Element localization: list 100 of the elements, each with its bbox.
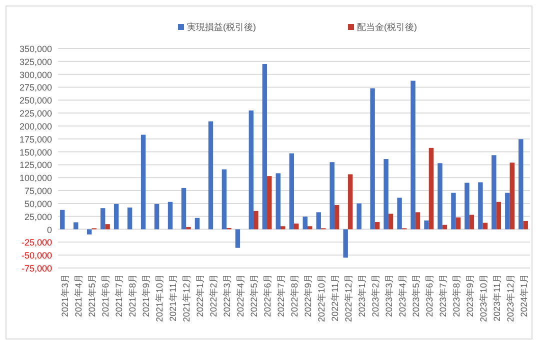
bar xyxy=(280,226,286,230)
bar xyxy=(154,204,160,230)
bar xyxy=(496,202,502,230)
x-tick-label: 2021年10月 xyxy=(154,274,165,322)
bar xyxy=(370,88,375,230)
x-tick-label: 2023年6月 xyxy=(424,274,434,318)
y-tick-label: 150,000 xyxy=(19,147,52,158)
bar xyxy=(438,163,442,230)
bar xyxy=(442,224,448,230)
x-tick-label: 2022年10月 xyxy=(316,274,326,322)
bar xyxy=(492,155,496,230)
bar xyxy=(248,110,254,230)
y-tick-label: 175,000 xyxy=(19,134,52,144)
bar xyxy=(356,203,362,230)
x-tick-label: 2023年11月 xyxy=(492,274,502,322)
y-tick-label: -50,000 xyxy=(21,250,52,261)
y-tick-label: 350,000 xyxy=(19,44,52,54)
y-tick-label: 125,000 xyxy=(19,160,52,170)
x-tick-label: 2022年12月 xyxy=(343,274,354,322)
bar xyxy=(307,226,312,230)
bar xyxy=(235,229,240,248)
x-tick-label: 2022年6月 xyxy=(262,274,273,318)
bar xyxy=(510,162,514,230)
bar xyxy=(388,214,394,230)
bar xyxy=(334,204,340,230)
bar xyxy=(186,226,191,230)
bar xyxy=(415,212,420,230)
bar xyxy=(222,169,227,230)
y-tick-label: 250,000 xyxy=(19,96,52,106)
x-tick-label: 2023年1月 xyxy=(356,274,367,318)
y-tick-label: 75,000 xyxy=(24,186,52,196)
y-tick-label: 0 xyxy=(46,224,52,235)
bar xyxy=(105,224,110,230)
bar xyxy=(276,173,281,230)
x-tick-label: 2021年4月 xyxy=(74,274,84,318)
x-tick-label: 2021年5月 xyxy=(87,274,98,318)
bar xyxy=(384,159,388,230)
bar xyxy=(168,202,173,230)
y-tick-label: 100,000 xyxy=(19,173,52,184)
x-tick-label: 2022年5月 xyxy=(249,274,260,318)
y-tick-label: -25,000 xyxy=(21,238,52,248)
x-tick-label: 2021年6月 xyxy=(100,274,111,318)
x-tick-label: 2023年8月 xyxy=(451,274,462,318)
x-tick-label: 2021年8月 xyxy=(128,274,138,318)
x-tick-label: 2022年3月 xyxy=(222,274,232,318)
x-tick-label: 2023年4月 xyxy=(397,274,408,318)
x-tick-label: 2023年10月 xyxy=(478,274,488,322)
bar xyxy=(523,221,528,230)
bar xyxy=(464,182,470,230)
y-tick-label: -75,000 xyxy=(21,264,52,274)
x-tick-label: 2023年9月 xyxy=(464,274,475,318)
bar xyxy=(302,216,308,230)
y-tick-label: 275,000 xyxy=(19,82,52,93)
y-tick-label: 50,000 xyxy=(24,198,52,209)
bar xyxy=(505,192,510,230)
legend-label: 実現損益(税引後) xyxy=(187,22,256,32)
bar xyxy=(267,176,272,230)
bar xyxy=(86,229,92,234)
bar xyxy=(456,217,461,230)
bar xyxy=(397,198,402,230)
bar xyxy=(316,212,321,230)
bar xyxy=(294,224,299,230)
bar xyxy=(330,162,334,230)
bar xyxy=(482,222,488,230)
bar xyxy=(140,134,146,230)
bar xyxy=(424,220,429,230)
bar xyxy=(410,80,416,230)
x-tick-label: 2021年9月 xyxy=(141,274,152,318)
x-tick-label: 2022年4月 xyxy=(236,274,246,318)
bar xyxy=(127,208,132,230)
legend-label: 配当金(税引後) xyxy=(357,22,417,32)
x-tick-label: 2022年1月 xyxy=(195,274,206,318)
bar xyxy=(181,188,186,230)
bar xyxy=(114,204,119,230)
x-tick-label: 2022年8月 xyxy=(290,274,300,318)
y-tick-label: 200,000 xyxy=(19,121,52,132)
bar xyxy=(262,64,268,230)
y-tick-label: 25,000 xyxy=(24,212,52,222)
y-tick-label: 225,000 xyxy=(19,108,52,119)
bar xyxy=(428,148,434,230)
x-tick-label: 2022年7月 xyxy=(276,274,286,318)
x-tick-label: 2024年1月 xyxy=(518,274,529,318)
bar xyxy=(343,229,348,258)
bar xyxy=(208,121,214,230)
x-tick-label: 2022年9月 xyxy=(302,274,313,318)
x-tick-label: 2021年12月 xyxy=(182,274,192,322)
bar xyxy=(100,208,106,230)
bar xyxy=(194,218,200,230)
x-tick-label: 2021年3月 xyxy=(60,274,70,318)
x-tick-label: 2023年5月 xyxy=(410,274,421,318)
bar xyxy=(254,210,258,230)
y-tick-label: 300,000 xyxy=(19,70,52,80)
bar xyxy=(518,139,524,230)
bar xyxy=(374,222,380,230)
x-tick-label: 2023年7月 xyxy=(438,274,448,318)
bar xyxy=(348,174,353,230)
x-tick-label: 2021年11月 xyxy=(168,274,178,322)
bar xyxy=(469,214,474,230)
x-tick-label: 2023年2月 xyxy=(370,274,380,318)
bar xyxy=(289,153,294,230)
